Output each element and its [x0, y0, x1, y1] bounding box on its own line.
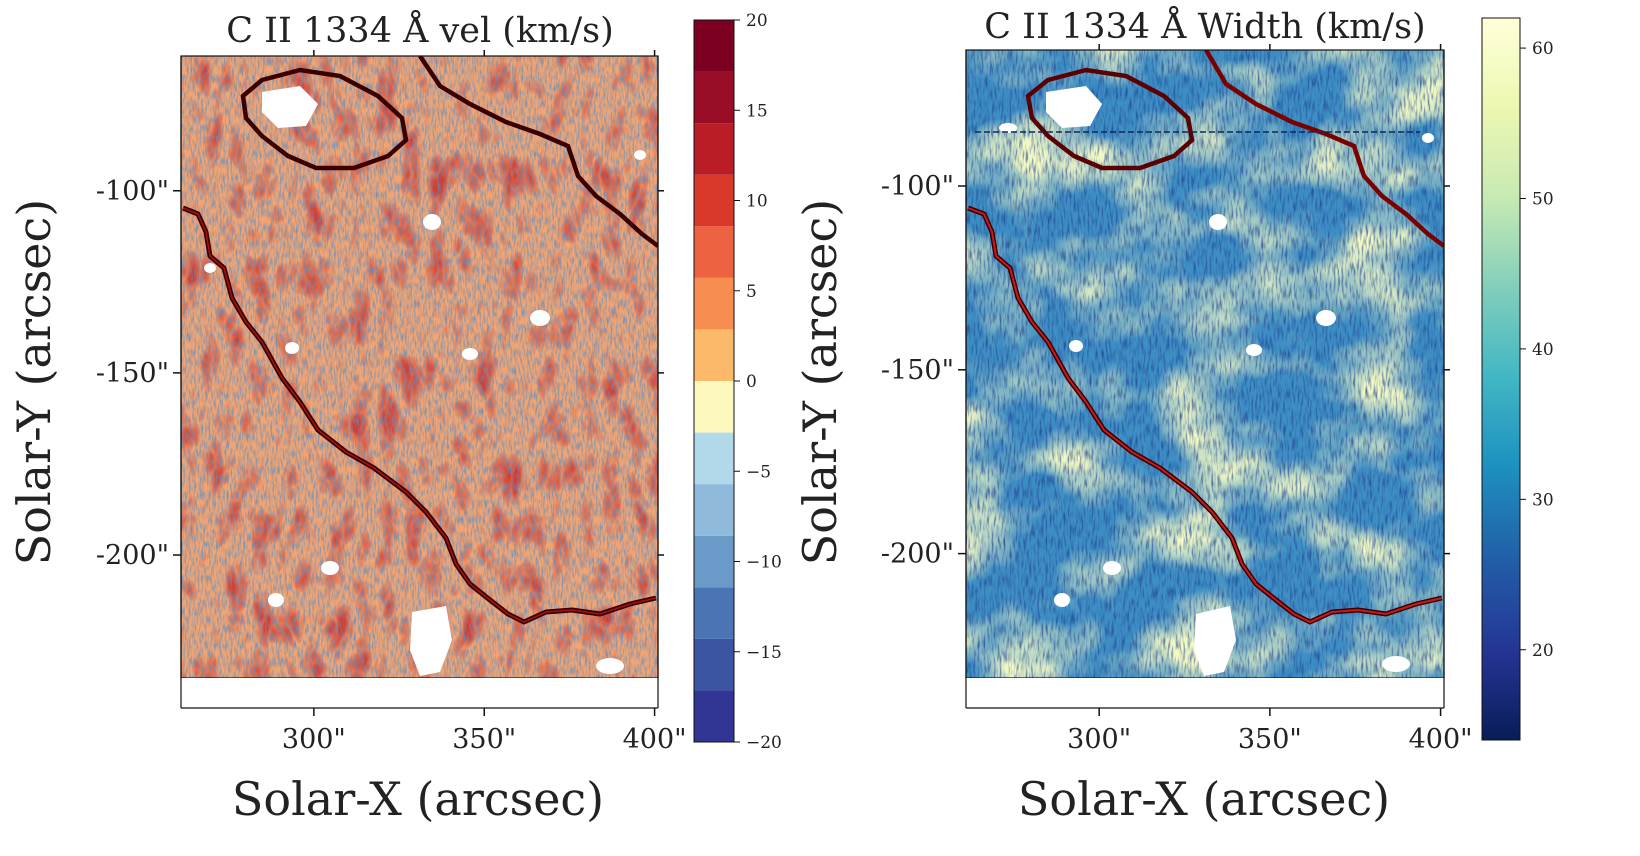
- velocity-ytick-label: -150": [96, 358, 169, 389]
- velocity-colorbar: −20 −15 −10 −5 0 5 10 15 20: [693, 11, 782, 753]
- width-xtick-label: 400": [1409, 724, 1473, 755]
- width-ytick-label: -200": [881, 539, 954, 570]
- velocity-colorbar-band: [694, 535, 734, 588]
- velocity-ytick-label: -100": [96, 176, 169, 207]
- width-colorbar-tick-label: 20: [1532, 641, 1554, 661]
- velocity-panel: 300" 350" 400" -100" -150" -200" C II 1334 Å …: [7, 8, 782, 826]
- velocity-colorbar-tick-label: −5: [746, 462, 771, 482]
- velocity-colorbar-tick-label: 10: [746, 192, 768, 212]
- velocity-ytick-label: -200": [96, 540, 169, 571]
- velocity-colorbar-band: [694, 277, 734, 330]
- width-colorbar-tick-label: 50: [1532, 190, 1554, 210]
- velocity-colorbar-tick-label: −20: [746, 733, 782, 753]
- velocity-colorbar-band: [694, 690, 734, 742]
- velocity-xtick-label: 350": [452, 724, 516, 755]
- velocity-axes: 300" 350" 400" -100" -150" -200": [96, 50, 687, 755]
- width-colorbar: 20 30 40 50 60: [1481, 17, 1554, 741]
- velocity-colorbar-band: [694, 484, 734, 536]
- width-axes: 300" 350" 400" -100" -150" -200": [881, 44, 1473, 755]
- velocity-colorbar-tick-label: 20: [746, 11, 768, 31]
- velocity-colorbar-tick-label: 5: [746, 282, 757, 302]
- velocity-colorbar-band: [694, 329, 734, 381]
- velocity-colorbar-band: [694, 123, 734, 175]
- width-colorbar-tick-label: 40: [1532, 340, 1554, 360]
- velocity-xtick-label: 400": [623, 724, 687, 755]
- velocity-colorbar-tick-label: 0: [746, 372, 757, 392]
- velocity-xlabel: Solar-X (arcsec): [232, 772, 604, 826]
- velocity-colorbar-band: [694, 226, 734, 278]
- velocity-colorbar-tick-label: −10: [746, 553, 782, 573]
- width-ytick-label: -150": [881, 355, 954, 386]
- width-panel: 300" 350" 400" -100" -150" -200" C II 1334 Å …: [793, 4, 1554, 826]
- velocity-colorbar-band: [694, 20, 734, 72]
- width-xtick-label: 300": [1067, 724, 1131, 755]
- velocity-colorbar-band: [694, 174, 734, 227]
- velocity-xtick-label: 300": [282, 724, 346, 755]
- velocity-ylabel: Solar-Y (arcsec): [7, 199, 61, 565]
- velocity-map: [181, 56, 658, 678]
- velocity-colorbar-tick-label: 15: [746, 101, 768, 121]
- width-colorbar-frame: [1481, 17, 1521, 741]
- width-colorbar-tick-label: 30: [1532, 490, 1554, 510]
- velocity-colorbar-band: [694, 587, 734, 639]
- velocity-title: C II 1334 Å vel (km/s): [226, 8, 614, 51]
- width-colorbar-tick-label: 60: [1532, 39, 1554, 59]
- width-ytick-label: -100": [881, 171, 954, 202]
- width-map: [966, 50, 1444, 678]
- velocity-colorbar-band: [694, 381, 734, 433]
- velocity-colorbar-tick-label: −15: [746, 643, 782, 663]
- width-xtick-label: 350": [1238, 724, 1302, 755]
- velocity-colorbar-band: [694, 71, 734, 124]
- velocity-colorbar-band: [694, 432, 734, 485]
- velocity-colorbar-band: [694, 638, 734, 691]
- width-ylabel: Solar-Y (arcsec): [793, 199, 847, 565]
- width-xlabel: Solar-X (arcsec): [1018, 772, 1390, 826]
- width-colorbar-gradient: [1482, 18, 1520, 740]
- width-title: C II 1334 Å Width (km/s): [984, 4, 1425, 47]
